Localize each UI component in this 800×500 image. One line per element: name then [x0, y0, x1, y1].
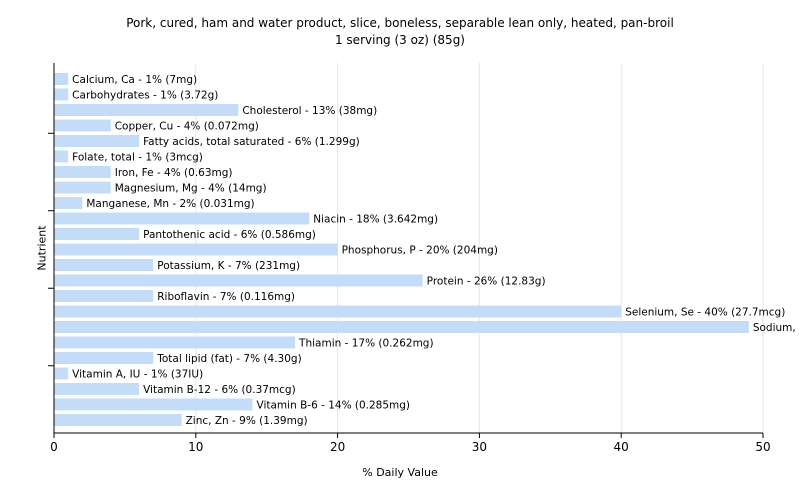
- bar-label: Iron, Fe - 4% (0.63mg): [115, 167, 233, 179]
- bar-label: Calcium, Ca - 1% (7mg): [72, 74, 197, 86]
- x-tick-label: 40: [614, 440, 629, 454]
- bar-label: Potassium, K - 7% (231mg): [157, 260, 300, 272]
- bar: [54, 228, 140, 240]
- bar: [54, 88, 69, 101]
- bar-label: Sodium, Na - 49% (1182mg): [753, 322, 800, 334]
- bar: [54, 398, 253, 411]
- bar: [54, 352, 154, 364]
- x-tick-label: 10: [188, 440, 203, 454]
- bar: [54, 414, 182, 426]
- x-tick-label: 30: [472, 440, 487, 454]
- bar: [54, 119, 111, 132]
- bar-label: Zinc, Zn - 9% (1.39mg): [186, 415, 308, 427]
- bar-label: Niacin - 18% (3.642mg): [313, 214, 438, 226]
- bar-label: Carbohydrates - 1% (3.72g): [72, 90, 218, 102]
- bar-label: Magnesium, Mg - 4% (14mg): [115, 183, 267, 195]
- bar-label: Thiamin - 17% (0.262mg): [298, 338, 434, 350]
- bar: [54, 290, 154, 302]
- bar: [54, 166, 111, 178]
- bar-label: Protein - 26% (12.83g): [427, 276, 546, 288]
- bar: [54, 305, 622, 318]
- bar: [54, 383, 140, 395]
- bar-label: Total lipid (fat) - 7% (4.30g): [156, 353, 301, 365]
- bar-label: Cholesterol - 13% (38mg): [242, 105, 377, 117]
- bar: [54, 243, 338, 256]
- bar: [54, 212, 310, 225]
- x-tick-label: 50: [755, 440, 770, 454]
- bar-label: Vitamin B-6 - 14% (0.285mg): [257, 400, 411, 412]
- x-axis-label: % Daily Value: [362, 466, 438, 479]
- bar-label: Vitamin B-12 - 6% (0.37mcg): [143, 384, 296, 396]
- bar-label: Selenium, Se - 40% (27.7mcg): [625, 307, 785, 319]
- bar: [54, 197, 83, 209]
- x-tick-label: 20: [330, 440, 345, 454]
- bar: [54, 321, 749, 333]
- bar-label: Fatty acids, total saturated - 6% (1.299…: [143, 136, 360, 148]
- bar: [54, 367, 69, 380]
- bar-label: Phosphorus, P - 20% (204mg): [342, 245, 498, 257]
- bar: [54, 259, 154, 271]
- bar: [54, 336, 296, 349]
- bar-label: Pantothenic acid - 6% (0.586mg): [143, 229, 316, 241]
- bar-label: Vitamin A, IU - 1% (37IU): [72, 369, 203, 381]
- chart-title: Pork, cured, ham and water product, slic…: [126, 16, 674, 30]
- bar: [54, 73, 69, 85]
- bar: [54, 181, 111, 194]
- y-axis-label: Nutrient: [35, 225, 49, 271]
- bar-label: Riboflavin - 7% (0.116mg): [157, 291, 295, 303]
- bar: [54, 135, 140, 147]
- chart-subtitle: 1 serving (3 oz) (85g): [334, 33, 465, 47]
- x-tick-label: 0: [50, 440, 58, 454]
- bar: [54, 150, 69, 163]
- bar-label: Copper, Cu - 4% (0.072mg): [115, 121, 259, 133]
- bar-label: Manganese, Mn - 2% (0.031mg): [86, 198, 254, 210]
- bar-label: Folate, total - 1% (3mcg): [72, 152, 203, 164]
- bar: [54, 274, 423, 287]
- bar: [54, 104, 239, 116]
